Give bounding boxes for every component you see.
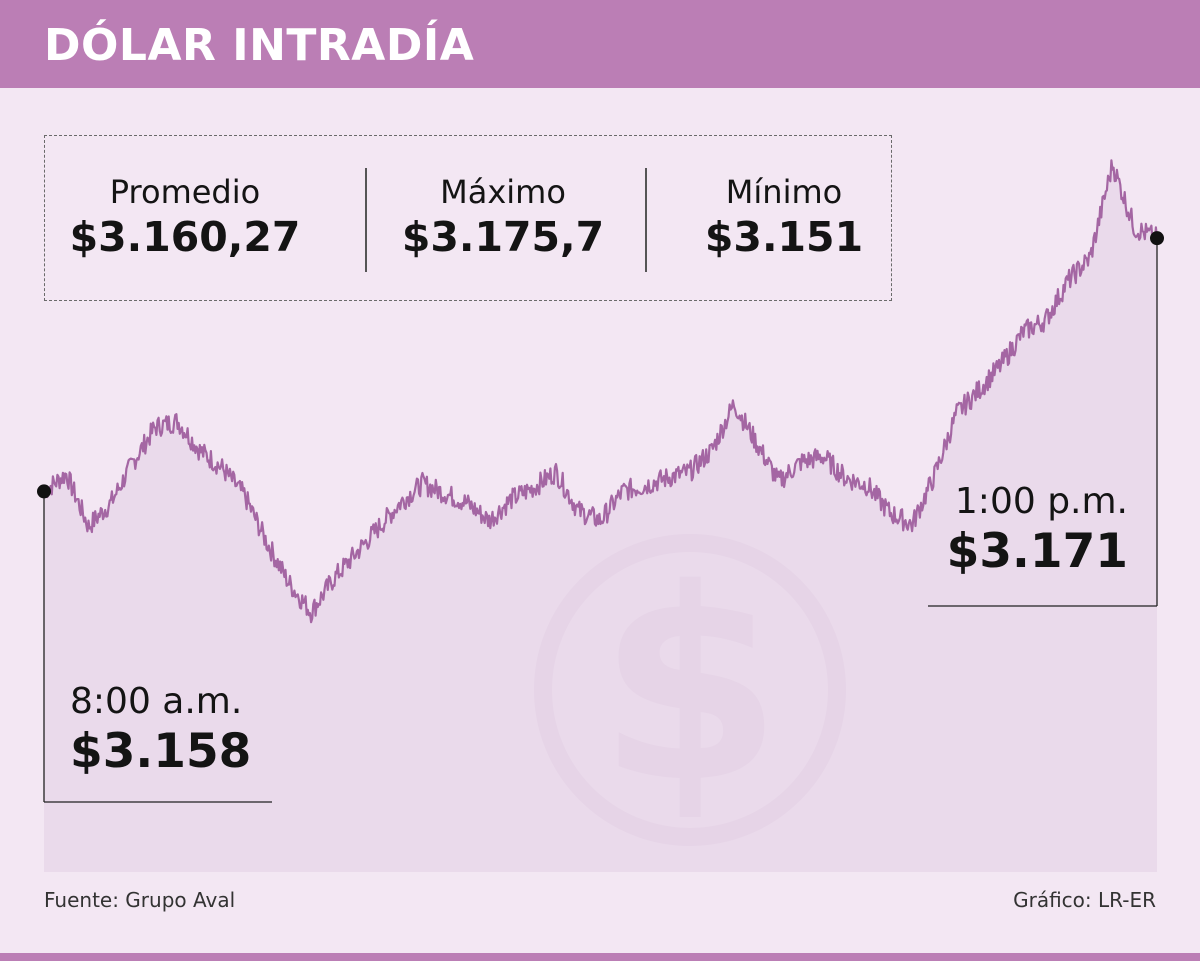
chart-title: DÓLAR INTRADÍA	[44, 20, 475, 71]
price-area	[44, 160, 1157, 872]
open-point	[37, 484, 51, 499]
stats-box: Promedio $3.160,27 Máximo $3.175,7 Mínim…	[44, 135, 892, 301]
close-callout: 1:00 p.m. $3.171	[947, 480, 1128, 580]
stat-value: $3.175,7	[401, 213, 605, 261]
stat-value: $3.151	[704, 213, 864, 261]
open-time: 8:00 a.m.	[70, 681, 243, 722]
source-note: Fuente: Grupo Aval	[44, 888, 236, 912]
stat-label: Mínimo	[725, 173, 843, 211]
stat-value: $3.160,27	[69, 213, 301, 261]
open-callout: 8:00 a.m. $3.158	[70, 680, 251, 780]
credit-note: Gráfico: LR-ER	[1013, 888, 1156, 912]
footer-band	[0, 953, 1200, 961]
price-line	[43, 159, 1159, 624]
stat-divider	[645, 168, 647, 272]
stat-divider	[365, 168, 367, 272]
close-time: 1:00 p.m.	[954, 481, 1128, 522]
close-point	[1150, 231, 1164, 246]
stat-label: Máximo	[440, 173, 566, 211]
open-price: $3.158	[70, 724, 252, 779]
header-band	[0, 0, 1200, 88]
stat-label: Promedio	[109, 173, 261, 211]
close-price: $3.171	[946, 524, 1128, 579]
